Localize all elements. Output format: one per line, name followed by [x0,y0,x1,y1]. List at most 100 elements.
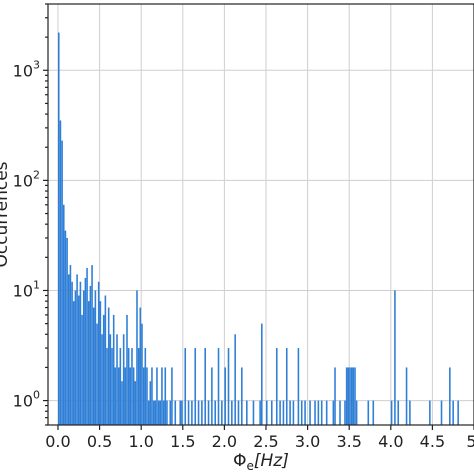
histogram-bar-16 [84,277,87,425]
x-axis-ticks: 0.0 0.5 1.0 1.5 2.0 2.5 3.0 3.5 4.0 4.5 5. [45,425,474,451]
x-tick-label-5: 2.5 [253,432,278,451]
histogram-bar-112 [344,400,346,425]
histogram-bar-41 [126,314,128,425]
histogram-bars [57,32,459,426]
histogram-bar-58 [154,400,157,425]
histogram-bar-38 [121,381,123,425]
y-tick-label-base-3: 10 [13,61,33,80]
histogram-bar-118 [354,367,356,425]
histogram-bar-86 [234,334,236,425]
histogram-bar-11 [76,274,78,425]
histogram-bar-100 [292,400,295,425]
histogram-bar-0 [57,32,60,426]
histogram-bar-94 [270,400,273,425]
histogram-bar-66 [169,400,172,425]
histogram-bar-49 [139,307,142,425]
histogram-bar-26 [101,334,103,425]
histogram-bar-35 [116,334,118,425]
histogram-bar-36 [117,367,120,425]
histogram-bar-79 [211,367,213,425]
histogram-bar-127 [429,400,431,425]
histogram-bar-39 [122,334,125,425]
histogram-bar-82 [221,400,223,425]
histogram-bar-89 [246,400,248,425]
histogram-bar-47 [136,290,138,425]
histogram-bar-10 [74,290,77,425]
histogram-bar-6 [67,274,70,425]
histogram-bar-71 [184,348,187,425]
histogram-bar-116 [350,367,353,425]
histogram-bar-32 [111,348,113,425]
histogram-bar-52 [144,348,147,425]
x-tick-label-1: 0.5 [87,432,112,451]
histogram-bar-126 [409,400,411,425]
histogram-bar-97 [282,400,285,425]
histogram-bar-90 [252,400,255,425]
histogram-bar-21 [92,307,95,425]
histogram-bar-33 [112,314,115,425]
histogram-bar-68 [174,400,177,425]
histogram-bar-56 [151,367,153,425]
y-tick-label-exponent-0: 0 [33,389,40,402]
histogram-bar-102 [300,400,303,425]
x-axis-label-symbol: Φ [233,451,246,471]
histogram-bar-48 [137,348,140,425]
histogram-bar-3 [62,204,65,425]
histogram-bar-124 [397,400,400,425]
histogram-bar-115 [349,367,351,425]
histogram-bar-107 [320,400,323,425]
histogram-bar-42 [127,348,130,425]
x-tick-label-0: 0.0 [45,432,70,451]
x-tick-label-10: 5. [466,432,474,451]
x-tick-label-3: 1.5 [170,432,195,451]
x-tick-label-4: 2.0 [212,432,237,451]
histogram-bar-22 [94,290,97,425]
histogram-bar-128 [440,400,443,425]
histogram-bar-4 [64,230,67,425]
y-tick-label-exponent-2: 2 [33,168,40,181]
histogram-bar-91 [259,400,261,425]
plot-frame [47,3,474,426]
y-tick-label-exponent-3: 3 [33,58,40,71]
histogram-bar-9 [72,301,75,425]
histogram-bar-85 [231,400,233,425]
histogram-bar-84 [227,348,230,425]
y-tick-label-base-1: 10 [13,281,33,300]
histogram-bar-27 [102,314,105,425]
histogram-bar-72 [187,400,190,425]
histogram-bar-81 [217,348,220,425]
histogram-bar-31 [109,334,112,425]
histogram-bar-46 [134,381,137,425]
histogram-bar-14 [81,314,83,425]
x-axis-label-unit: [Hz] [254,451,289,471]
histogram-bar-111 [339,400,341,425]
histogram-bar-99 [289,400,291,425]
histogram-bar-80 [214,400,216,425]
y-tick-label-1: 101 [13,278,40,300]
histogram-bar-60 [157,400,160,425]
x-tick-label-6: 3.0 [295,432,320,451]
x-tick-label-7: 3.5 [336,432,361,451]
histogram-bar-37 [119,348,122,425]
histogram-bar-7 [69,265,72,425]
histogram-bar-17 [86,268,88,425]
histogram-bar-129 [449,367,451,425]
histogram-bar-5 [66,237,68,425]
histogram-bar-125 [405,367,408,425]
histogram-bar-131 [457,400,459,425]
histogram-bar-87 [237,400,240,425]
histogram-bar-69 [179,400,182,425]
histogram-bar-121 [372,400,375,425]
histogram-bar-1 [59,120,62,425]
histogram-bar-74 [194,348,197,425]
histogram-bar-50 [141,323,143,425]
y-tick-label-2: 102 [13,168,40,190]
histogram-bar-122 [390,400,393,425]
histogram-bar-2 [61,140,63,425]
histogram-bar-83 [224,367,226,425]
histogram-bar-59 [156,367,158,425]
histogram-bar-88 [241,367,243,425]
histogram-bar-54 [147,400,150,425]
